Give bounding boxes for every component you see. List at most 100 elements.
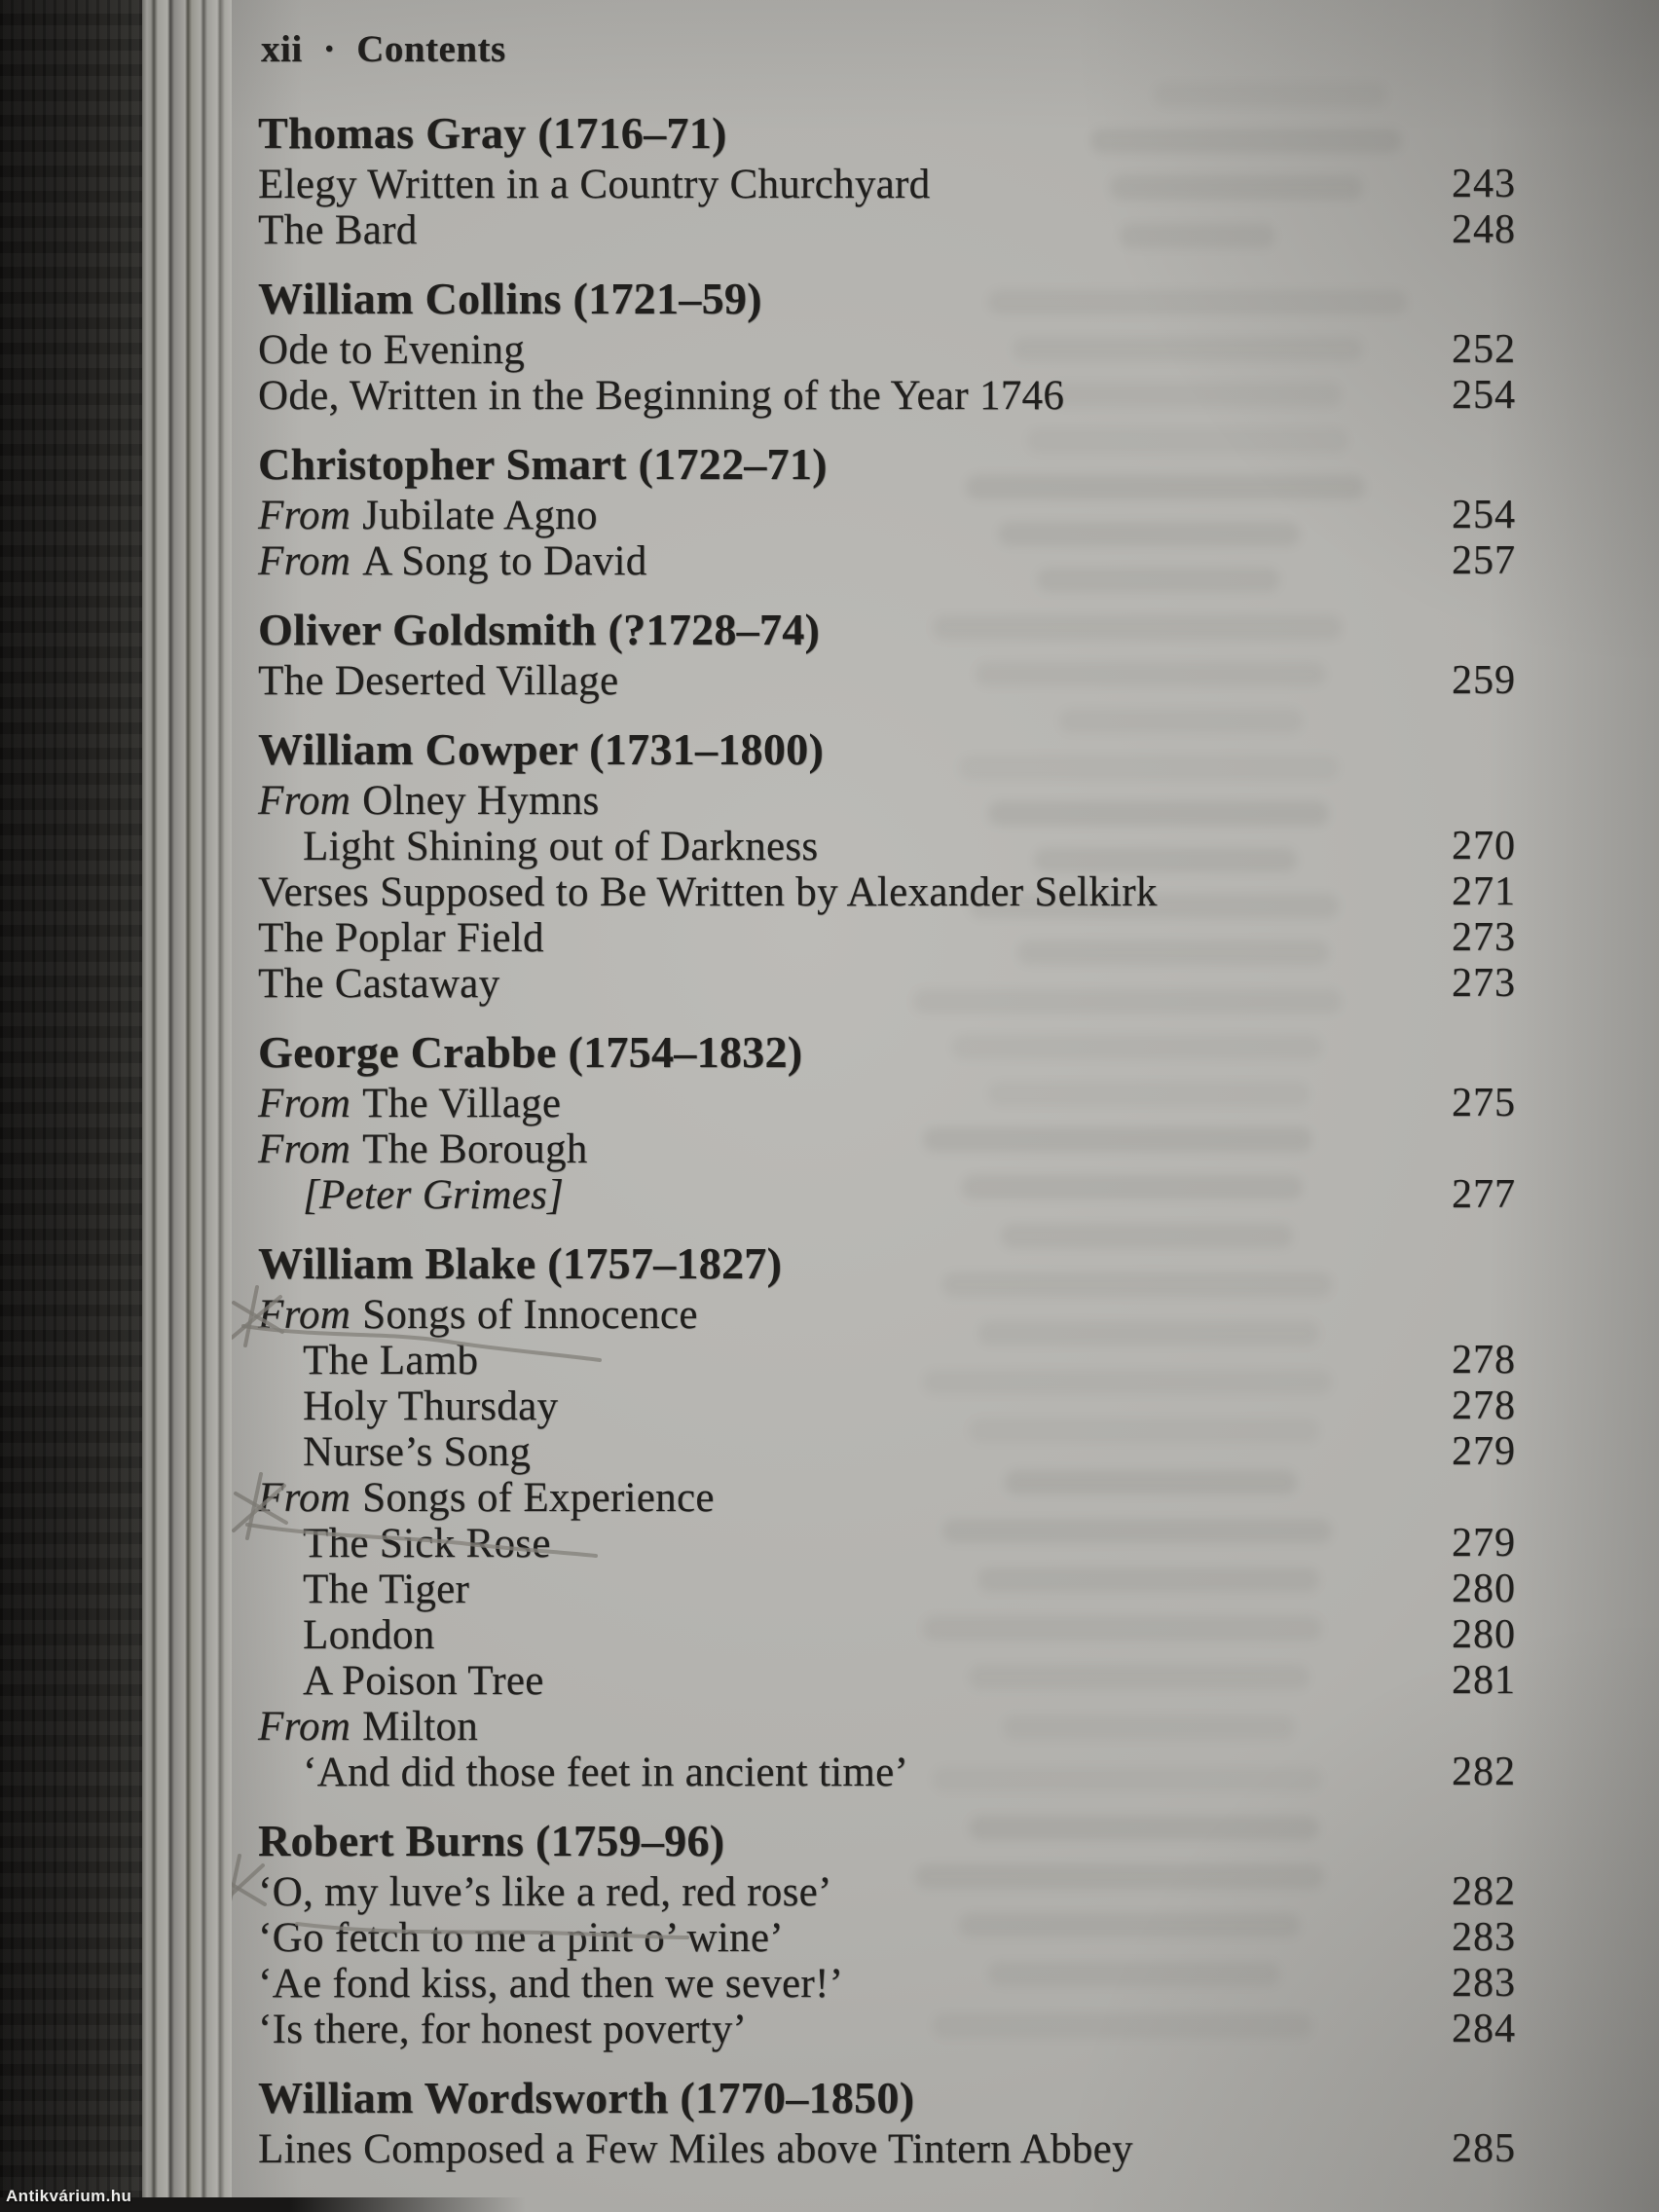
toc-entry-page-number: 280 <box>1452 1567 1516 1611</box>
ghost-showthrough-line <box>1017 940 1329 965</box>
toc-entry: Ode to Evening 252 <box>258 326 1516 374</box>
table-surface <box>0 0 146 2212</box>
toc-author-heading: George Crabbe (1754–1832) <box>258 1026 802 1078</box>
ghost-showthrough-line <box>998 522 1300 546</box>
toc-entry-page-number: 252 <box>1452 327 1516 372</box>
toc-entry-title: A Poison Tree <box>303 1658 544 1704</box>
toc-author: William Blake <box>258 1238 536 1288</box>
page-title: Contents <box>356 28 506 70</box>
page-header: xii · Contents <box>261 27 506 71</box>
toc-entry-from-prefix: From <box>258 538 351 584</box>
ghost-showthrough-line <box>969 894 1339 918</box>
ghost-showthrough-line <box>969 1665 1309 1689</box>
toc-entry: Verses Supposed to Be Written by Alexand… <box>258 868 1516 916</box>
table-edge-bottom <box>0 2197 526 2212</box>
ghost-showthrough-line <box>1001 1224 1293 1248</box>
toc: xii · Contents Thomas Gray (1716–71) Elegy … <box>258 0 1516 2212</box>
toc-author-dates: (1731–1800) <box>577 724 825 774</box>
toc-author-dates: (1722–71) <box>626 439 828 489</box>
toc-entry-title: Elegy Written in a Country Churchyard <box>258 162 931 207</box>
toc-author: Oliver Goldsmith <box>258 605 597 654</box>
toc-entry: The Tiger 280 <box>258 1566 1516 1613</box>
toc-entry-page-number: 280 <box>1452 1612 1516 1657</box>
toc-entry: The Castaway 273 <box>258 960 1516 1008</box>
toc-entry: From A Song to David 257 <box>258 537 1516 585</box>
toc-entry: London 280 <box>258 1611 1516 1659</box>
toc-entry: From Songs of Innocence <box>258 1291 1516 1339</box>
toc-entry: ‘O, my luve’s like a red, red rose’ 282 <box>258 1868 1516 1916</box>
ghost-showthrough-line <box>952 1035 1322 1059</box>
toc-entry-page-number: 270 <box>1452 824 1516 868</box>
toc-entry-from-prefix: From <box>258 493 351 538</box>
toc-entry-page-number: 283 <box>1452 1961 1516 2006</box>
ghost-showthrough-line <box>923 1616 1322 1641</box>
toc-entry: The Bard 248 <box>258 206 1516 254</box>
ghost-showthrough-line <box>1027 428 1348 453</box>
toc-entry: Light Shining out of Darkness 270 <box>258 823 1516 870</box>
toc-entry-title: The Castaway <box>258 961 500 1007</box>
toc-author: William Cowper <box>258 724 578 774</box>
toc-entry-page-number: 248 <box>1452 207 1516 252</box>
toc-entry: ‘And did those feet in ancient time’ 282 <box>258 1749 1516 1796</box>
toc-entry-title: ‘O, my luve’s like a red, red rose’ <box>258 1869 832 1915</box>
toc-entry-title: Lines Composed a Few Miles above Tintern… <box>258 2126 1133 2172</box>
toc-entry-title: The Bard <box>258 207 418 253</box>
toc-entry: The Sick Rose 279 <box>258 1520 1516 1567</box>
page-folio: xii <box>261 28 303 70</box>
toc-author: William Collins <box>258 274 562 323</box>
toc-entry-title: A Song to David <box>362 538 647 584</box>
ghost-showthrough-line <box>1059 709 1303 733</box>
toc-entry: ‘Is there, for honest poverty’ 284 <box>258 2006 1516 2053</box>
toc-author: George Crabbe <box>258 1027 557 1077</box>
toc-author-dates: (1721–59) <box>561 274 762 323</box>
toc-author-heading: William Collins (1721–59) <box>258 273 762 324</box>
watermark: Antikvárium.hu <box>6 2187 132 2205</box>
ghost-showthrough-line <box>942 1519 1332 1543</box>
ghost-showthrough-line <box>923 1127 1312 1152</box>
toc-entry-title: Light Shining out of Darkness <box>303 824 819 869</box>
toc-author-heading: Christopher Smart (1722–71) <box>258 438 828 490</box>
ghost-showthrough-line <box>988 1962 1280 1986</box>
toc-entry: From The Borough <box>258 1125 1516 1173</box>
toc-entry-title: The Poplar Field <box>258 915 544 961</box>
ghost-showthrough-line <box>933 2013 1312 2038</box>
toc-author: William Wordsworth <box>258 2073 669 2122</box>
toc-author-dates: (1716–71) <box>526 108 727 158</box>
toc-entry-from-prefix: From <box>258 1126 351 1172</box>
toc-entry-page-number: 275 <box>1452 1081 1516 1125</box>
toc-entry-page-number: 243 <box>1452 162 1516 206</box>
toc-author-dates: (1759–96) <box>524 1816 725 1865</box>
toc-entry-page-number: 277 <box>1452 1172 1516 1217</box>
ghost-showthrough-line <box>1003 1715 1295 1740</box>
ghost-showthrough-line <box>962 1175 1303 1199</box>
toc-entry-page-number: 273 <box>1452 961 1516 1006</box>
toc-entry: Elegy Written in a Country Churchyard 243 <box>258 161 1516 208</box>
ghost-showthrough-line <box>915 1864 1324 1889</box>
toc-entry-page-number: 284 <box>1452 2007 1516 2051</box>
toc-entry-page-number: 279 <box>1452 1429 1516 1474</box>
toc-entry-page-number: 281 <box>1452 1658 1516 1703</box>
toc-entry-from-prefix: From <box>258 1292 351 1338</box>
toc-entry-title: Nurse’s Song <box>303 1429 532 1475</box>
toc-entry: ‘Ae fond kiss, and then we sever!’ 283 <box>258 1960 1516 2008</box>
ghost-showthrough-line <box>966 475 1365 499</box>
toc-entry: Ode, Written in the Beginning of the Yea… <box>258 372 1516 420</box>
toc-entry-title: The Sick Rose <box>303 1521 551 1567</box>
toc-entry: From Olney Hymns <box>258 777 1516 825</box>
toc-author: Christopher Smart <box>258 439 627 489</box>
toc-author: Thomas Gray <box>258 108 527 158</box>
toc-entry-page-number: 282 <box>1452 1750 1516 1794</box>
ghost-showthrough-line <box>988 801 1329 826</box>
toc-entry-title: The Tiger <box>303 1567 470 1612</box>
ghost-showthrough-line <box>1034 848 1297 872</box>
toc-entry: [Peter Grimes] 277 <box>258 1171 1516 1219</box>
toc-entry-title: [Peter Grimes] <box>303 1172 565 1218</box>
toc-entry-title: Ode, Written in the Beginning of the Yea… <box>258 373 1065 419</box>
toc-entry-title: Songs of Innocence <box>362 1292 698 1338</box>
ghost-showthrough-line <box>1154 83 1387 107</box>
toc-entry-page-number: 271 <box>1452 869 1516 914</box>
toc-entry-title: Ode to Evening <box>258 327 526 373</box>
toc-author-heading: William Cowper (1731–1800) <box>258 723 824 775</box>
toc-entry: The Poplar Field 273 <box>258 914 1516 962</box>
